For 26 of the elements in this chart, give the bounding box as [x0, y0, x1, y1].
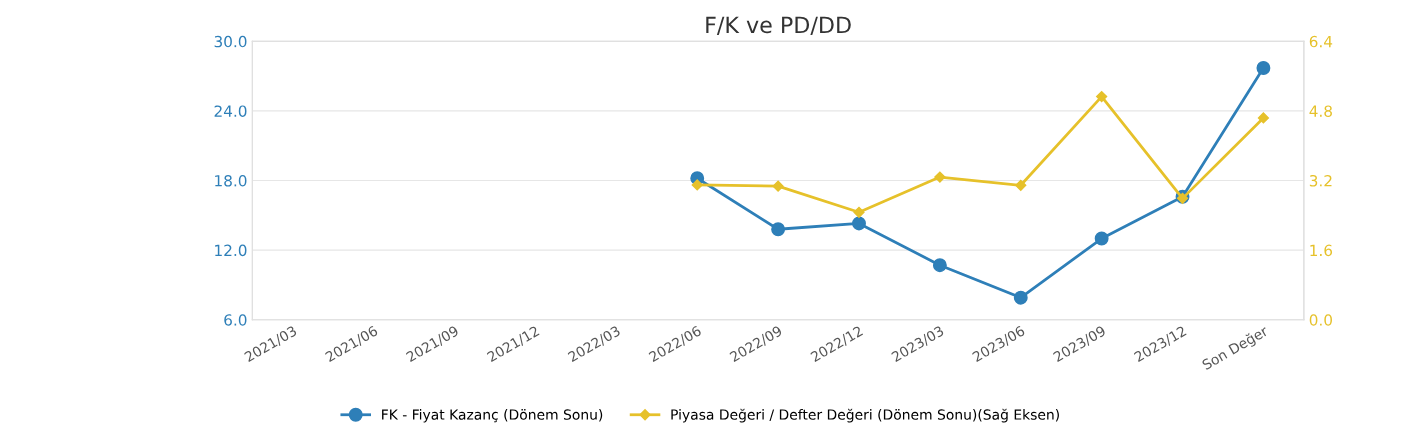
point — [771, 222, 786, 237]
y-tick-label: 24.0 — [214, 105, 247, 117]
y2-tick-label: 4.8 — [1309, 105, 1332, 117]
point — [1013, 290, 1028, 305]
y2-tick-label: 3.2 — [1309, 174, 1332, 187]
y-tick-label: 12.0 — [215, 244, 247, 257]
y-tick-label: 30.0 — [214, 35, 247, 48]
point — [1257, 112, 1270, 124]
point — [1015, 179, 1027, 191]
point — [772, 180, 784, 192]
point — [932, 258, 947, 273]
y2-tick-label: 6.4 — [1309, 35, 1333, 48]
point — [1094, 231, 1109, 246]
legend-label: Piyasa Değeri / Defter Değeri (Dönem Sonu)(Sağ Eksen) — [671, 408, 1059, 423]
y2-tick-label: 1.6 — [1310, 244, 1333, 257]
point — [853, 206, 865, 218]
point — [1096, 90, 1108, 103]
point — [691, 179, 703, 191]
point — [934, 171, 946, 183]
chart-title: F/K ve PD/DD — [706, 16, 851, 36]
y2-tick-label: 0.0 — [1309, 314, 1332, 326]
point — [852, 216, 866, 231]
y-tick-label: 6.0 — [224, 314, 247, 326]
legend-label: FK - Fiyat Kazanç (Dönem Sonu) — [382, 409, 603, 423]
y-tick-label: 18.0 — [215, 174, 247, 187]
point — [1256, 61, 1271, 75]
